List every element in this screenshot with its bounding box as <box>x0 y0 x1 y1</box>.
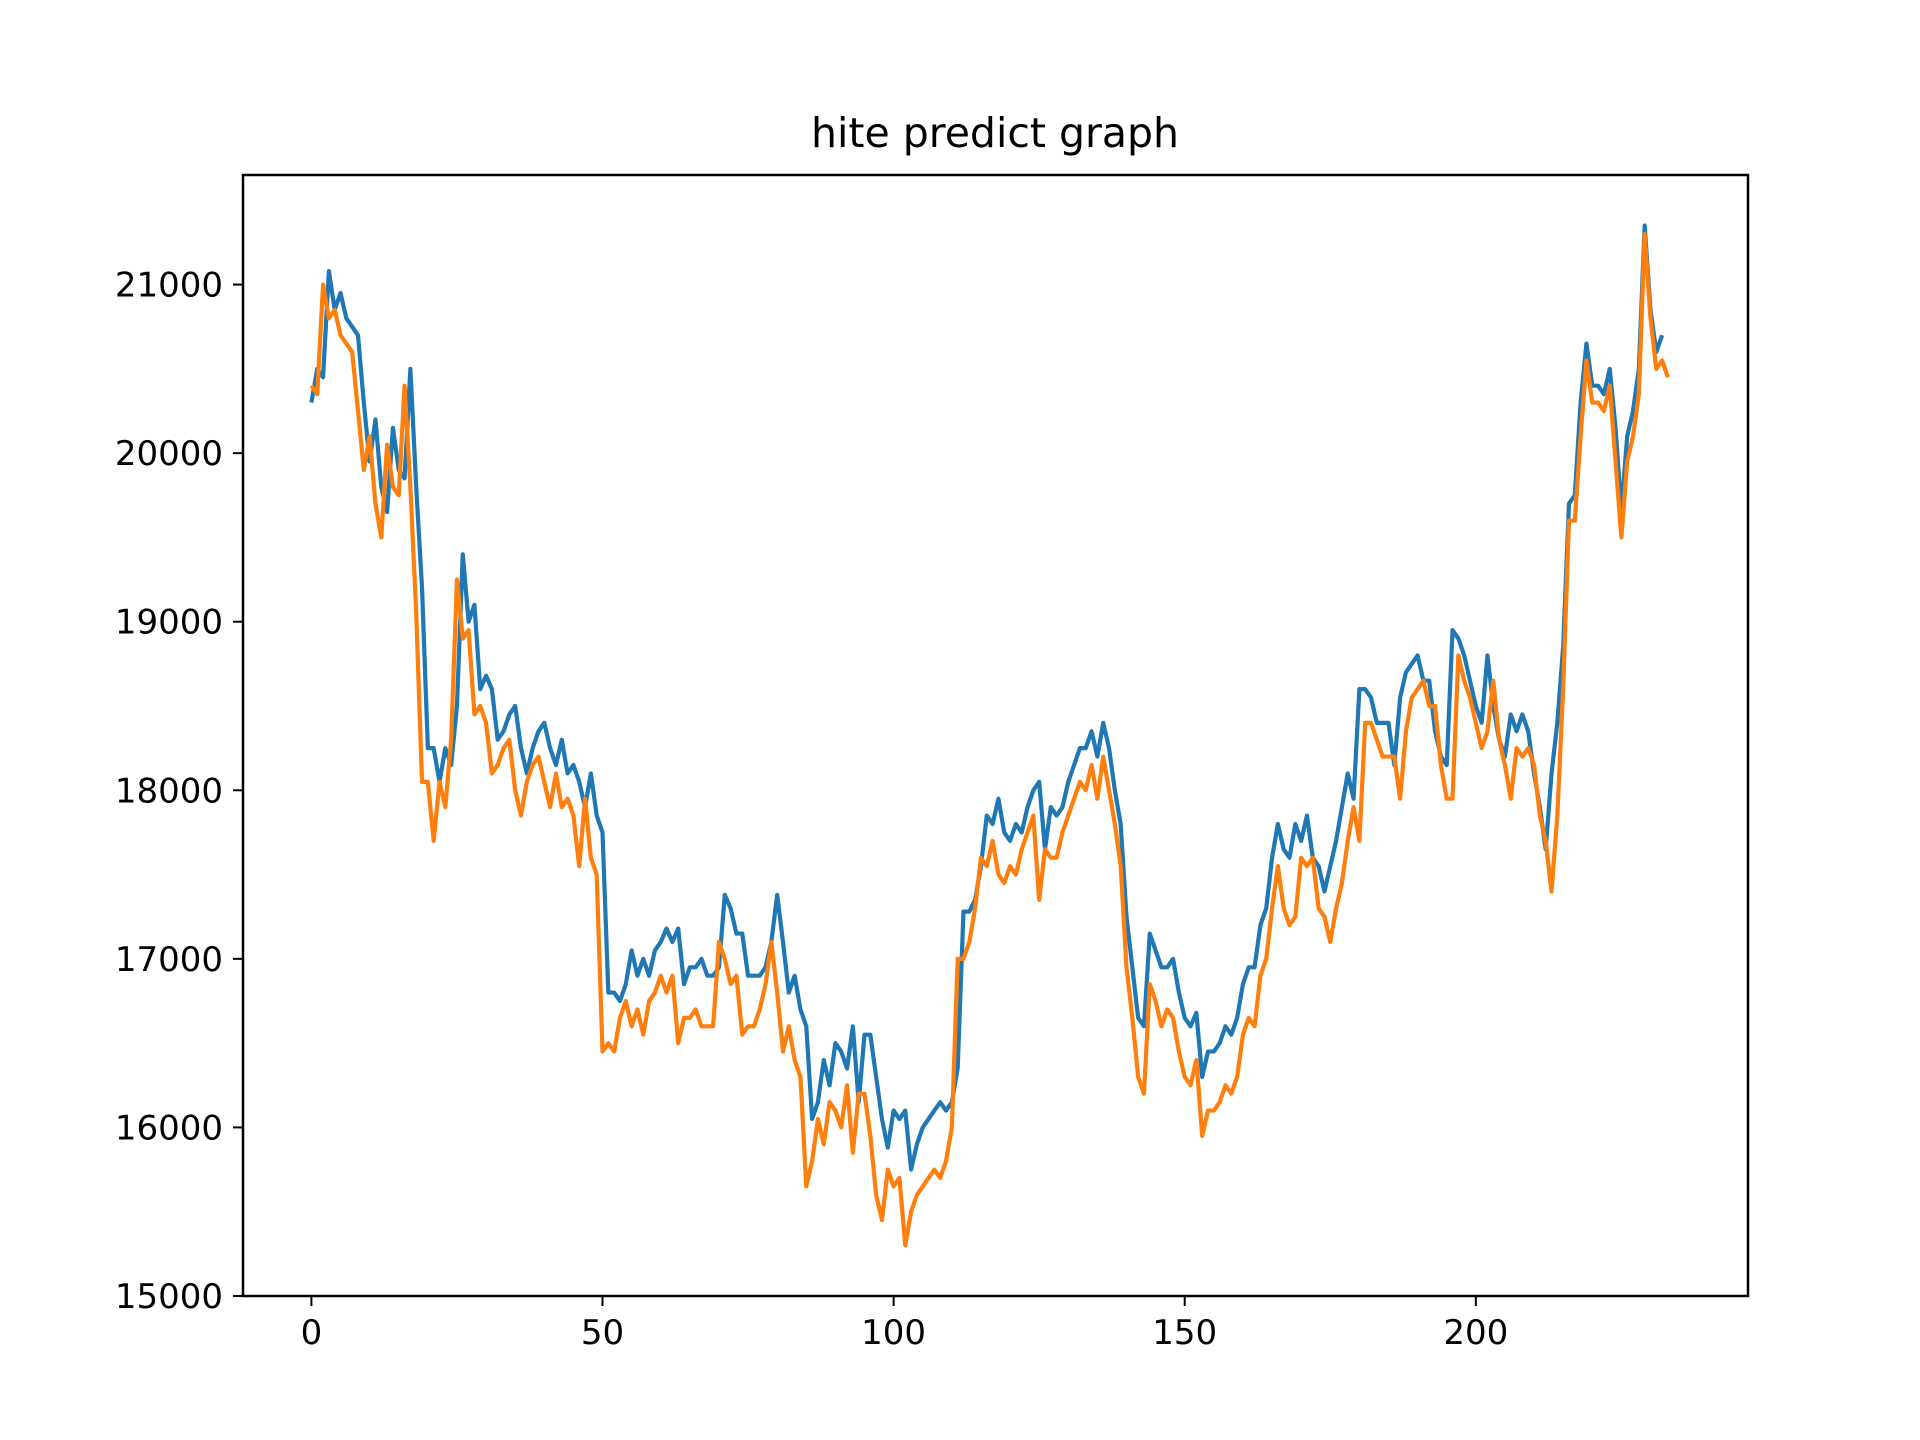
series-line-2 <box>309 231 1670 1248</box>
x-tick-label: 200 <box>1443 1313 1508 1353</box>
y-tick-label: 15000 <box>115 1277 223 1317</box>
series-layer <box>309 223 1670 1248</box>
axis-layer: 0 50 100 150 200 15000 16000 17000 18000 19000 200… <box>115 266 1508 1353</box>
y-tick-label: 20000 <box>115 434 223 474</box>
chart-title: hite predict graph <box>811 109 1179 157</box>
x-tick-label: 50 <box>581 1313 624 1353</box>
x-tick-label: 100 <box>861 1313 926 1353</box>
x-tick-label: 0 <box>301 1313 323 1353</box>
series-line-1 <box>309 223 1665 1172</box>
y-tick-label: 21000 <box>115 266 223 306</box>
y-tick-label: 19000 <box>115 603 223 643</box>
x-tick-label: 150 <box>1152 1313 1217 1353</box>
plot-area-frame <box>241 173 1750 1298</box>
y-tick-label: 16000 <box>115 1108 223 1148</box>
y-tick-label: 17000 <box>115 940 223 980</box>
y-tick-label: 18000 <box>115 771 223 811</box>
